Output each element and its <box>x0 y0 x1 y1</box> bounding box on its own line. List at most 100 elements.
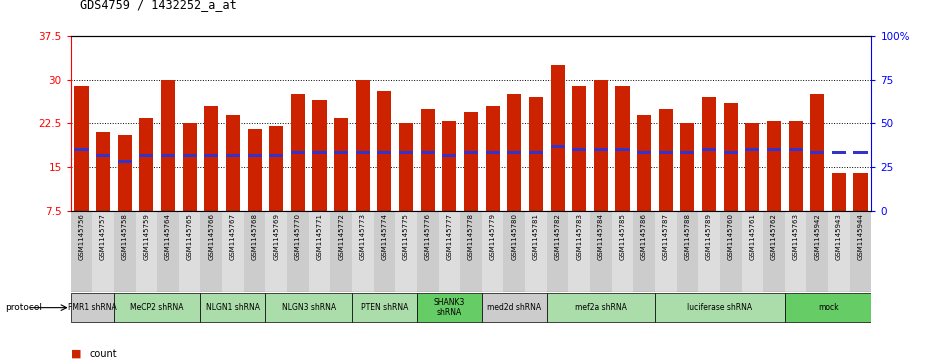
Text: GSM1145942: GSM1145942 <box>814 213 820 260</box>
Bar <box>486 106 499 211</box>
Bar <box>356 80 370 211</box>
Text: GSM1145775: GSM1145775 <box>403 213 409 260</box>
Bar <box>507 94 521 211</box>
Text: GSM1145781: GSM1145781 <box>533 213 539 260</box>
Text: GSM1145760: GSM1145760 <box>727 213 734 260</box>
Bar <box>139 154 154 157</box>
Bar <box>525 211 546 292</box>
Bar <box>266 293 352 322</box>
Text: PTEN shRNA: PTEN shRNA <box>361 303 408 312</box>
Bar <box>481 293 546 322</box>
Text: NLGN3 shRNA: NLGN3 shRNA <box>282 303 335 312</box>
Bar <box>568 211 590 292</box>
Text: GSM1145779: GSM1145779 <box>490 213 495 260</box>
Text: GSM1145768: GSM1145768 <box>252 213 257 260</box>
Bar <box>204 154 219 157</box>
Bar <box>417 211 439 292</box>
Text: luciferase shRNA: luciferase shRNA <box>688 303 753 312</box>
Bar <box>593 148 608 151</box>
Bar <box>157 211 179 292</box>
Text: GSM1145777: GSM1145777 <box>447 213 452 260</box>
Bar <box>853 173 868 211</box>
Text: GSM1145771: GSM1145771 <box>317 213 322 260</box>
Bar <box>680 151 694 154</box>
Text: GSM1145943: GSM1145943 <box>836 213 842 260</box>
Text: GSM1145785: GSM1145785 <box>620 213 625 260</box>
Bar <box>179 211 201 292</box>
Text: MeCP2 shRNA: MeCP2 shRNA <box>130 303 184 312</box>
Bar <box>637 151 651 154</box>
Bar <box>503 211 525 292</box>
Text: protocol: protocol <box>5 303 41 312</box>
Bar <box>486 151 499 154</box>
Bar <box>745 148 759 151</box>
Bar <box>136 211 157 292</box>
Bar <box>71 211 92 292</box>
Bar <box>745 123 759 211</box>
Bar <box>788 148 803 151</box>
Text: count: count <box>89 349 117 359</box>
Bar <box>763 211 785 292</box>
Bar <box>71 293 114 322</box>
Bar <box>702 97 716 211</box>
Bar <box>464 151 478 154</box>
Bar <box>291 94 305 211</box>
Bar <box>702 148 716 151</box>
Bar <box>201 293 266 322</box>
Text: GSM1145773: GSM1145773 <box>360 213 365 260</box>
Bar <box>788 121 803 211</box>
Bar <box>850 211 871 292</box>
Bar <box>248 154 262 157</box>
Bar <box>334 118 349 211</box>
Bar <box>183 123 197 211</box>
Bar <box>806 211 828 292</box>
Bar <box>114 293 201 322</box>
Bar <box>139 118 154 211</box>
Text: GDS4759 / 1432252_a_at: GDS4759 / 1432252_a_at <box>80 0 236 11</box>
Bar <box>658 109 673 211</box>
Bar <box>676 211 698 292</box>
Bar <box>313 100 327 211</box>
Bar <box>832 173 846 211</box>
Text: mef2a shRNA: mef2a shRNA <box>575 303 626 312</box>
Bar <box>546 293 655 322</box>
Bar <box>378 151 392 154</box>
Bar <box>443 121 456 211</box>
Bar <box>810 151 824 154</box>
Bar <box>767 121 781 211</box>
Text: GSM1145788: GSM1145788 <box>685 213 690 260</box>
Text: med2d shRNA: med2d shRNA <box>487 303 542 312</box>
Bar <box>201 211 222 292</box>
Text: GSM1145782: GSM1145782 <box>555 213 560 260</box>
Bar <box>615 148 629 151</box>
Bar <box>161 80 175 211</box>
Bar <box>378 91 392 211</box>
Bar <box>269 126 284 211</box>
Text: GSM1145783: GSM1145783 <box>577 213 582 260</box>
Bar <box>118 135 132 211</box>
Bar <box>611 211 633 292</box>
Bar <box>399 123 414 211</box>
Bar <box>785 211 806 292</box>
Bar <box>356 151 370 154</box>
Text: GSM1145762: GSM1145762 <box>771 213 777 260</box>
Bar <box>96 132 110 211</box>
Bar <box>161 154 175 157</box>
Bar <box>658 151 673 154</box>
Bar <box>464 112 478 211</box>
Text: GSM1145758: GSM1145758 <box>122 213 128 260</box>
Bar <box>248 129 262 211</box>
Bar <box>810 94 824 211</box>
Bar <box>550 145 564 148</box>
Text: NLGN1 shRNA: NLGN1 shRNA <box>206 303 260 312</box>
Bar <box>421 151 435 154</box>
Bar <box>546 211 568 292</box>
Bar <box>266 211 287 292</box>
Bar <box>637 115 651 211</box>
Text: GSM1145787: GSM1145787 <box>663 213 669 260</box>
Bar <box>396 211 417 292</box>
Text: GSM1145780: GSM1145780 <box>512 213 517 260</box>
Text: GSM1145789: GSM1145789 <box>706 213 712 260</box>
Text: GSM1145786: GSM1145786 <box>642 213 647 260</box>
Bar <box>507 151 521 154</box>
